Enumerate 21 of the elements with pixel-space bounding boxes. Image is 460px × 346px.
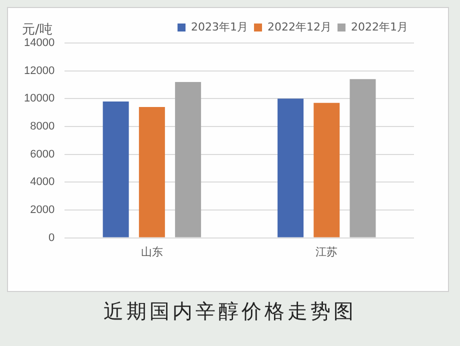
- x-tick-label: 山东: [140, 245, 163, 258]
- bar: [138, 107, 165, 238]
- legend-label: 2022年12月: [268, 20, 332, 34]
- bar: [350, 79, 376, 238]
- x-tick-label: 江苏: [316, 245, 338, 258]
- y-tick-label: 0: [48, 232, 55, 244]
- legend-label: 2022年1月: [351, 20, 408, 34]
- y-tick-label: 8000: [30, 120, 55, 133]
- y-tick-label: 12000: [24, 64, 55, 77]
- y-tick-label: 4000: [30, 176, 55, 188]
- y-tick-label: 10000: [24, 92, 55, 105]
- legend-label: 2023年1月: [191, 20, 248, 34]
- y-tick-label: 6000: [30, 148, 55, 160]
- bar: [314, 102, 340, 238]
- text: 近期国内辛醇价格走势图: [102, 298, 358, 325]
- y-tick-label: 14000: [24, 37, 55, 50]
- bar: [175, 82, 202, 238]
- bar: [278, 98, 304, 238]
- y-tick-label: 2000: [30, 204, 55, 216]
- y-axis-title: 元/吨: [22, 22, 52, 38]
- bar: [102, 101, 129, 238]
